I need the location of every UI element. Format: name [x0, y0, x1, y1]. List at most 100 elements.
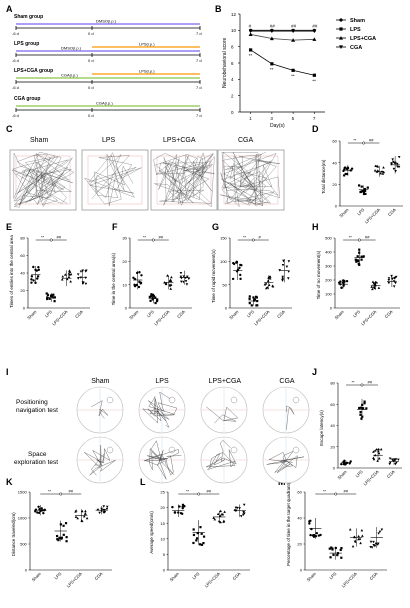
- data-point: [373, 169, 377, 172]
- y-tick-label: 20: [330, 444, 335, 449]
- y-tick-label: 500: [20, 542, 27, 547]
- data-point: [235, 261, 238, 264]
- data-point: [388, 457, 392, 460]
- data-point: [200, 543, 204, 546]
- y-tick-label: 40: [297, 516, 302, 521]
- data-point: [363, 187, 367, 191]
- legend-marker: [339, 36, 343, 40]
- arena: [217, 149, 285, 211]
- x-tick-label: LPS+CGA: [341, 571, 358, 588]
- data-point: [185, 283, 189, 286]
- treatment-label: CGA(i.p.): [96, 101, 113, 106]
- sig-bracket-node: [357, 238, 361, 242]
- timeline-tick-label: -6 d: [12, 113, 19, 118]
- y-axis-title: Total distance(m): [321, 159, 326, 194]
- significance-mark: **: [41, 235, 45, 240]
- y-tick-label: 6: [231, 61, 234, 66]
- data-point: [171, 505, 174, 509]
- data-point: [169, 287, 173, 290]
- data-point: [67, 275, 71, 279]
- data-point: [138, 271, 141, 274]
- series-line: [250, 49, 315, 76]
- data-point: [64, 522, 68, 525]
- data-point: [181, 512, 184, 516]
- y-tick-label: 60: [20, 253, 25, 258]
- data-point: [281, 275, 285, 279]
- data-point: [357, 259, 360, 263]
- data-point: [268, 277, 272, 280]
- data-point: [348, 528, 352, 531]
- significance-mark: **: [352, 380, 356, 385]
- data-point: [184, 276, 188, 280]
- data-point: [56, 538, 59, 541]
- data-point: [390, 277, 394, 281]
- y-tick-label: 400: [325, 250, 332, 255]
- timeline-tick-label: 0 d: [88, 58, 94, 63]
- significance-mark: **: [291, 73, 295, 78]
- x-tick-label: 7: [313, 116, 316, 121]
- series-point: [291, 68, 295, 72]
- significance-mark: ##: [312, 23, 318, 28]
- x-tick-label: CGA: [94, 571, 104, 581]
- data-point: [65, 536, 68, 539]
- y-tick-label: 0: [231, 110, 234, 115]
- series-point: [248, 32, 253, 37]
- data-point: [345, 167, 349, 171]
- data-point: [154, 301, 157, 305]
- data-point: [58, 536, 61, 539]
- y-tick-label: 20: [297, 542, 302, 547]
- data-point: [82, 515, 86, 518]
- maze-column-label: CGA: [279, 378, 295, 385]
- data-point: [359, 413, 362, 416]
- data-point: [382, 166, 385, 169]
- panel-letter-L: L: [140, 477, 146, 487]
- data-point: [363, 402, 366, 405]
- data-point: [370, 285, 374, 288]
- data-point: [132, 276, 135, 280]
- data-point: [42, 511, 45, 515]
- data-point: [265, 286, 269, 289]
- arena: [150, 149, 218, 211]
- data-point: [84, 282, 88, 286]
- data-point: [361, 415, 364, 418]
- data-point: [392, 160, 395, 164]
- data-point: [242, 503, 246, 507]
- data-point: [199, 526, 202, 529]
- panel-letter-F: F: [112, 222, 118, 232]
- data-point: [169, 283, 173, 286]
- movement-track: [84, 152, 142, 207]
- timeline-tick-label: 7 d: [196, 58, 202, 63]
- y-tick-label: 40: [332, 160, 337, 165]
- data-point: [179, 272, 183, 275]
- data-point: [156, 298, 159, 301]
- data-point: [164, 282, 168, 286]
- legend-label: Sham: [350, 18, 365, 24]
- data-point: [179, 275, 183, 279]
- data-point: [76, 277, 80, 280]
- x-tick-label: Sham: [26, 309, 38, 321]
- x-tick-label: LPS+CGA: [364, 207, 381, 224]
- x-tick-label: 5: [292, 116, 295, 121]
- sig-bracket-node: [360, 383, 364, 387]
- data-point: [364, 192, 367, 196]
- data-point: [169, 278, 172, 281]
- swim-path: [91, 400, 109, 419]
- x-tick-label: LPS: [44, 309, 53, 318]
- y-tick-label: 500: [325, 236, 332, 241]
- data-point: [105, 507, 109, 511]
- series-point: [269, 36, 274, 41]
- data-point: [362, 255, 365, 258]
- data-point: [359, 410, 362, 414]
- data-point: [308, 520, 311, 523]
- y-tick-label: 0: [25, 568, 28, 573]
- data-point: [281, 263, 285, 267]
- data-point: [84, 270, 87, 273]
- significance-mark: **: [323, 489, 327, 494]
- data-point: [379, 171, 382, 175]
- data-point: [84, 276, 87, 280]
- data-point: [43, 508, 47, 512]
- data-point: [282, 260, 285, 263]
- data-point: [236, 268, 240, 271]
